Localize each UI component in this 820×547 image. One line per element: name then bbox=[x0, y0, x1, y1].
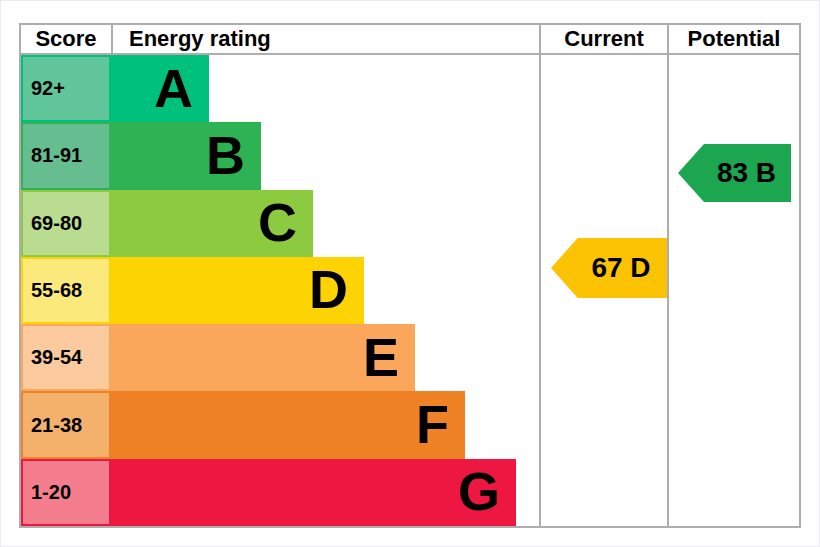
rating-bands: 92+ A 81-91 B 69-80 C bbox=[21, 55, 539, 526]
current-rating-label: 67 D bbox=[591, 254, 650, 282]
energy-rating-chart: Score Energy rating Current Potential 92… bbox=[19, 23, 801, 528]
band-letter-g: G bbox=[458, 464, 500, 518]
score-range-c: 69-80 bbox=[21, 190, 111, 257]
potential-rating-column: 83 B bbox=[667, 55, 799, 526]
epc-energy-rating-page: Score Energy rating Current Potential 92… bbox=[0, 0, 820, 547]
score-range-b: 81-91 bbox=[21, 122, 111, 189]
current-rating-column: 67 D bbox=[539, 55, 667, 526]
band-bar-c: C bbox=[111, 190, 313, 257]
band-bar-g: G bbox=[111, 459, 516, 526]
potential-rating-label: 83 B bbox=[717, 159, 776, 187]
band-row-b: 81-91 B bbox=[21, 122, 539, 189]
band-letter-e: E bbox=[363, 330, 399, 384]
score-column-header: Score bbox=[21, 25, 111, 53]
band-letter-c: C bbox=[258, 195, 297, 249]
score-range-g: 1-20 bbox=[21, 459, 111, 526]
band-letter-a: A bbox=[154, 61, 193, 115]
score-range-a: 92+ bbox=[21, 55, 111, 122]
band-row-a: 92+ A bbox=[21, 55, 539, 122]
band-bar-d: D bbox=[111, 257, 364, 324]
band-row-e: 39-54 E bbox=[21, 324, 539, 391]
potential-column-header: Potential bbox=[667, 25, 799, 53]
current-column-header: Current bbox=[539, 25, 667, 53]
potential-rating-arrow: 83 B bbox=[678, 144, 791, 202]
band-bar-f: F bbox=[111, 391, 465, 458]
band-letter-b: B bbox=[206, 128, 245, 182]
band-row-g: 1-20 G bbox=[21, 459, 539, 526]
band-bar-a: A bbox=[111, 55, 209, 122]
score-range-e: 39-54 bbox=[21, 324, 111, 391]
band-bar-e: E bbox=[111, 324, 415, 391]
band-row-d: 55-68 D bbox=[21, 257, 539, 324]
chart-body: 92+ A 81-91 B 69-80 C bbox=[21, 55, 799, 526]
score-range-f: 21-38 bbox=[21, 391, 111, 458]
band-row-c: 69-80 C bbox=[21, 190, 539, 257]
band-bar-b: B bbox=[111, 122, 261, 189]
energy-rating-column-header: Energy rating bbox=[111, 25, 539, 53]
current-rating-arrow: 67 D bbox=[551, 238, 667, 298]
chart-header-row: Score Energy rating Current Potential bbox=[21, 25, 799, 55]
band-letter-f: F bbox=[416, 397, 449, 451]
band-row-f: 21-38 F bbox=[21, 391, 539, 458]
band-letter-d: D bbox=[309, 262, 348, 316]
score-range-d: 55-68 bbox=[21, 257, 111, 324]
